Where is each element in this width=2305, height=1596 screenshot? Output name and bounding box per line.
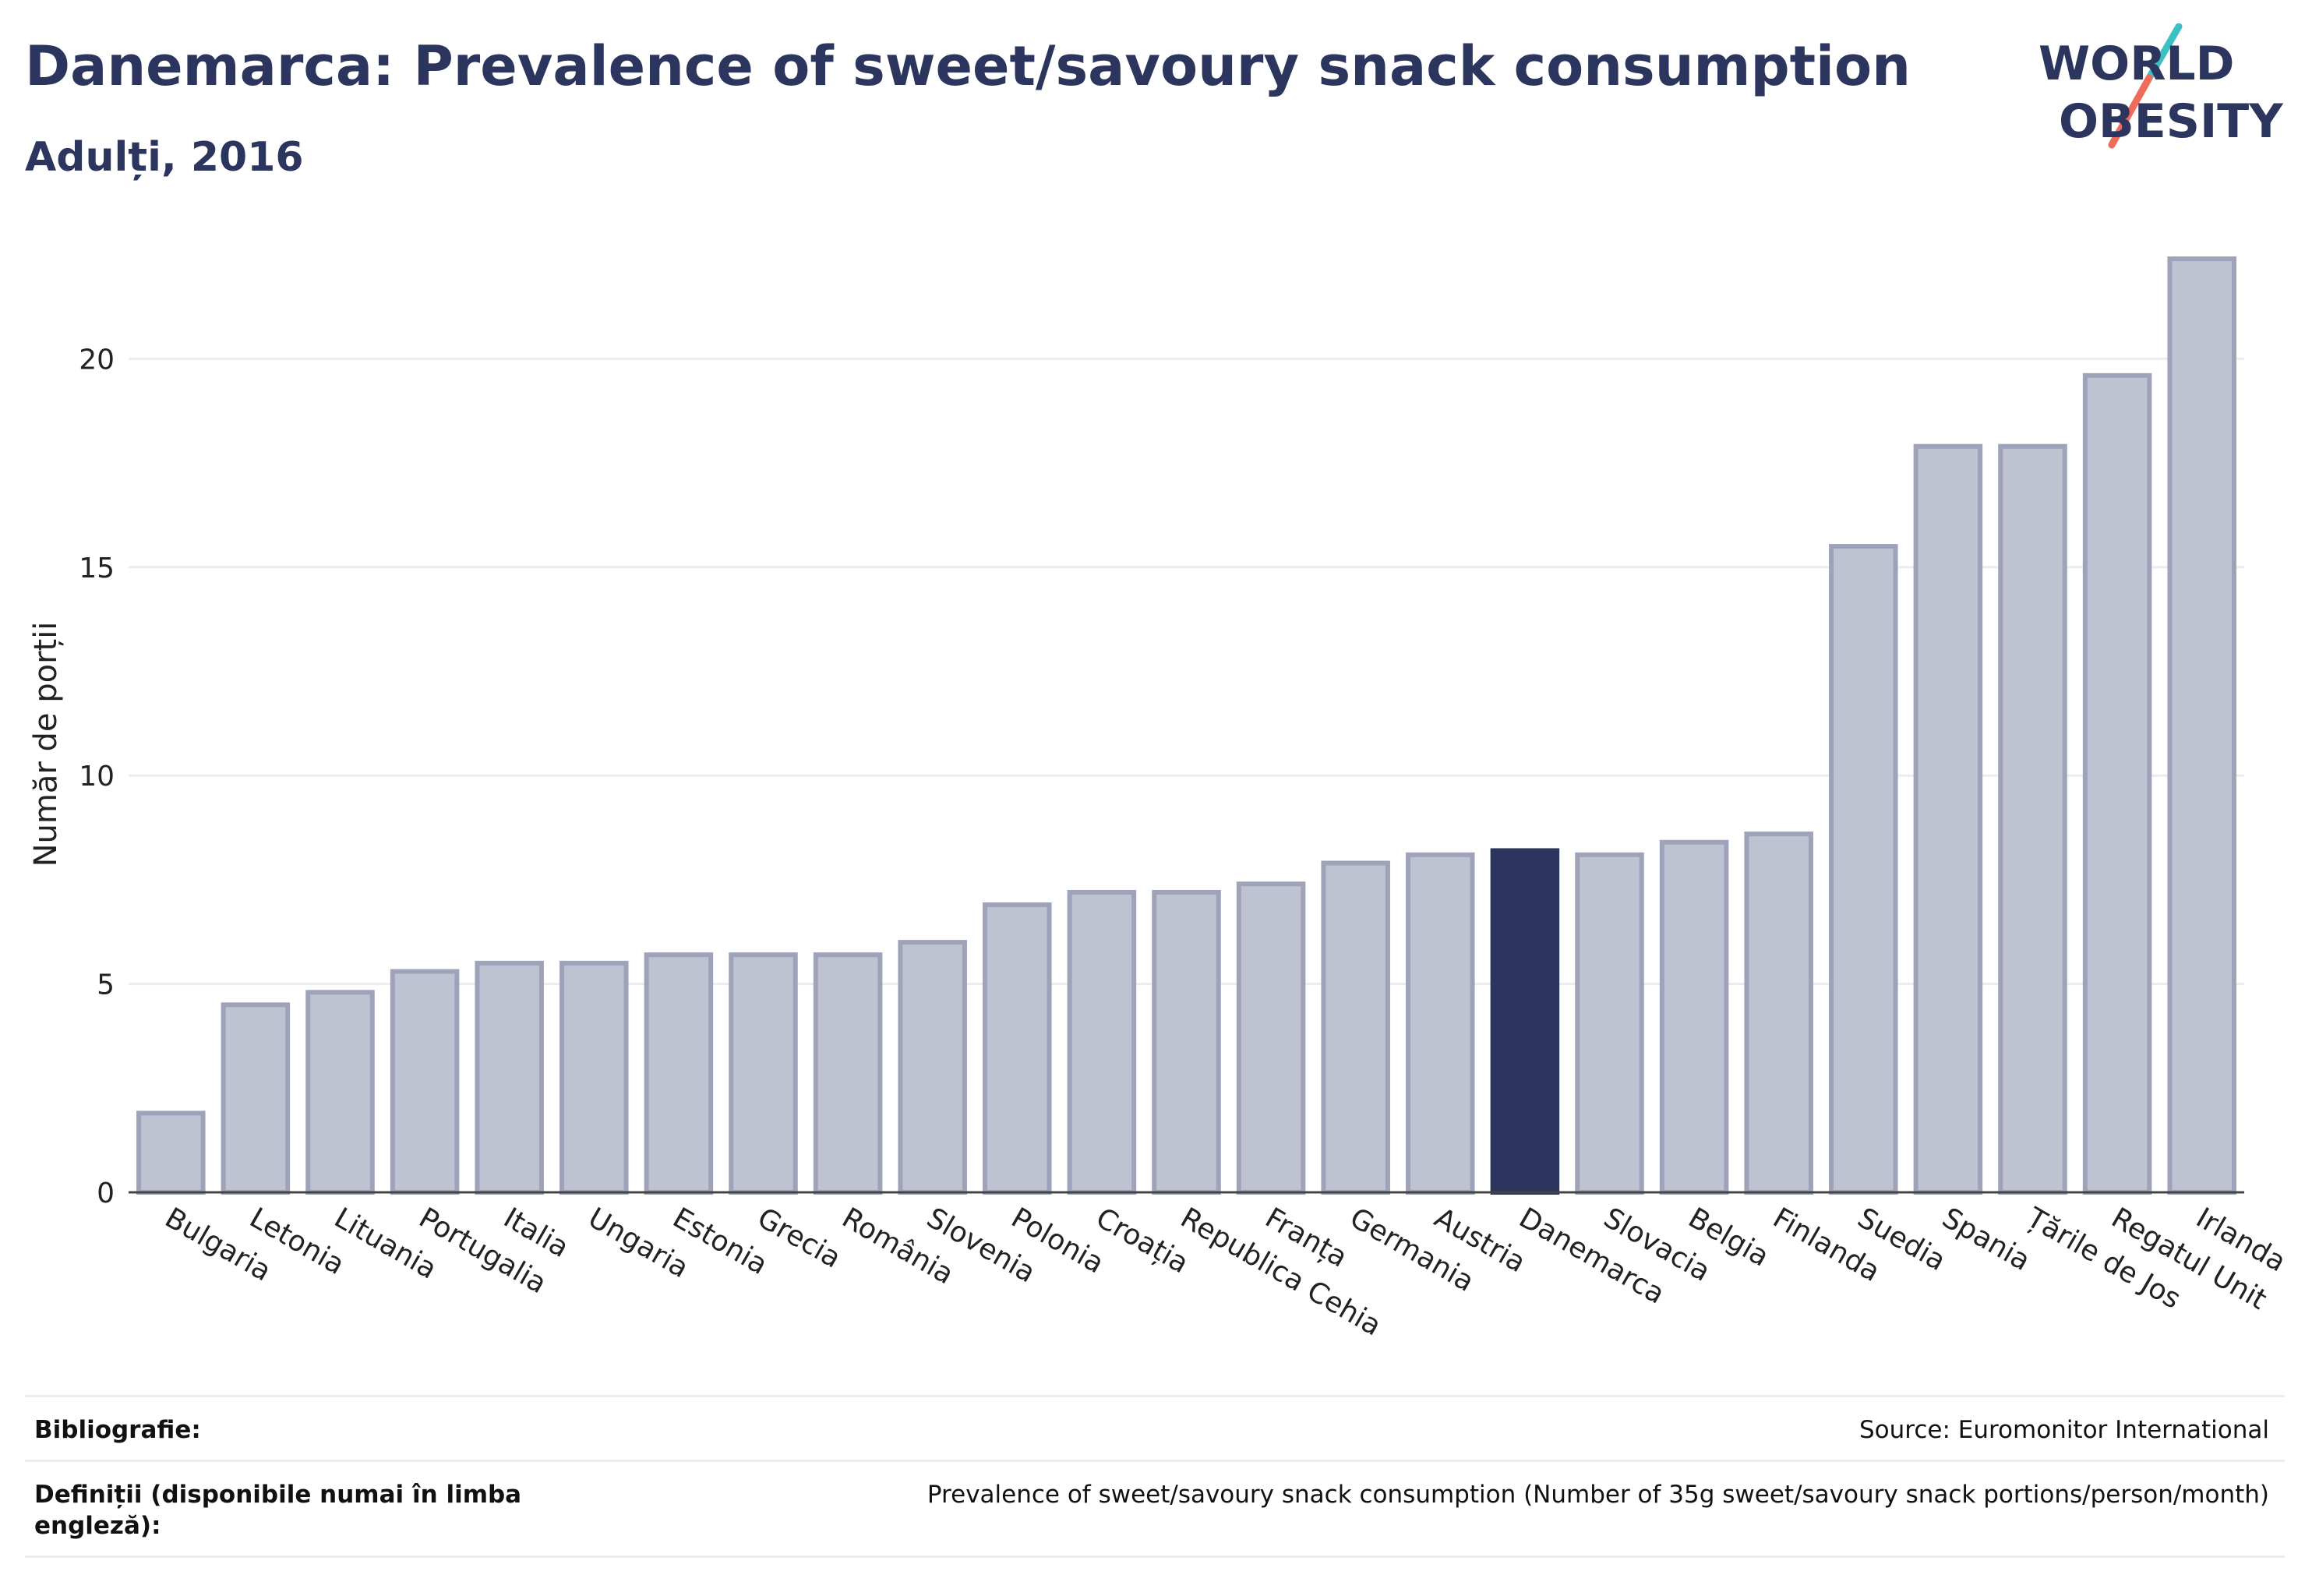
y-tick-label: 15 — [79, 553, 115, 584]
footer-row-definitions: Definiții (disponibile numai în limba en… — [25, 1460, 2285, 1558]
chart-title: Danemarca: Prevalence of sweet/savoury s… — [25, 34, 1911, 98]
logo-slash-top — [2145, 23, 2183, 82]
bibliography-value: Source: Euromonitor International — [1858, 1416, 2269, 1444]
bar-Irlanda — [2167, 256, 2236, 1195]
bar-Italia — [475, 960, 544, 1195]
bars — [136, 256, 2236, 1195]
bar-Austria — [1406, 852, 1475, 1195]
bar-Polonia — [983, 902, 1052, 1195]
x-tick-label: Croația — [1090, 1202, 1194, 1280]
chart-subtitle: Adulți, 2016 — [25, 134, 304, 181]
bar-Bulgaria — [136, 1110, 206, 1195]
y-axis-title: Număr de porții — [28, 622, 64, 867]
y-tick-label: 0 — [97, 1178, 115, 1209]
bar-chart: 0 5 10 15 20 BulgariaLetoniaLituaniaPortugal… — [28, 256, 2291, 1343]
bar-Ungaria — [559, 960, 629, 1195]
bibliography-label: Bibliografie: — [34, 1416, 201, 1444]
bar-Spania — [1913, 443, 1983, 1195]
y-axis-ticks: 0 5 10 15 20 — [79, 344, 115, 1209]
bar-Franța — [1236, 881, 1306, 1195]
y-tick-label: 5 — [97, 969, 115, 1001]
bar-România — [813, 952, 883, 1195]
logo-slash-bottom — [2108, 74, 2153, 149]
bar-Țările de Jos — [1998, 443, 2067, 1195]
definitions-value: Prevalence of sweet/savoury snack consum… — [927, 1481, 2269, 1509]
bar-Republica Cehia — [1152, 889, 1221, 1195]
logo-line2: OBESITY — [2059, 94, 2284, 149]
bar-Finlanda — [1744, 832, 1813, 1195]
bar-Lituania — [305, 990, 375, 1195]
bar-Croația — [1067, 889, 1137, 1195]
definitions-label: Definiții (disponibile numai în limba en… — [34, 1481, 522, 1540]
bar-Estonia — [644, 952, 714, 1195]
logo-line1: WORLD — [2038, 37, 2234, 91]
bar-Portugalia — [390, 969, 460, 1195]
bar-Slovacia — [1575, 852, 1644, 1195]
y-tick-label: 10 — [79, 761, 115, 793]
footer-row-bibliography: Bibliografie: Source: Euromonitor Intern… — [25, 1395, 2285, 1460]
bar-Suedia — [1829, 544, 1898, 1195]
bar-Grecia — [729, 952, 798, 1195]
bar-Slovenia — [898, 940, 967, 1195]
bar-Belgia — [1659, 839, 1729, 1195]
x-tick-label: Spania — [1936, 1202, 2035, 1277]
world-obesity-logo: WORLD OBESITY — [2038, 23, 2284, 149]
y-tick-label: 20 — [79, 344, 115, 376]
bar-Letonia — [221, 1002, 291, 1195]
bar-Regatul Unit — [2082, 373, 2152, 1195]
bar-Germania — [1321, 860, 1390, 1195]
bar-Danemarca — [1490, 848, 1560, 1195]
footer-table: Bibliografie: Source: Euromonitor Intern… — [25, 1395, 2285, 1558]
